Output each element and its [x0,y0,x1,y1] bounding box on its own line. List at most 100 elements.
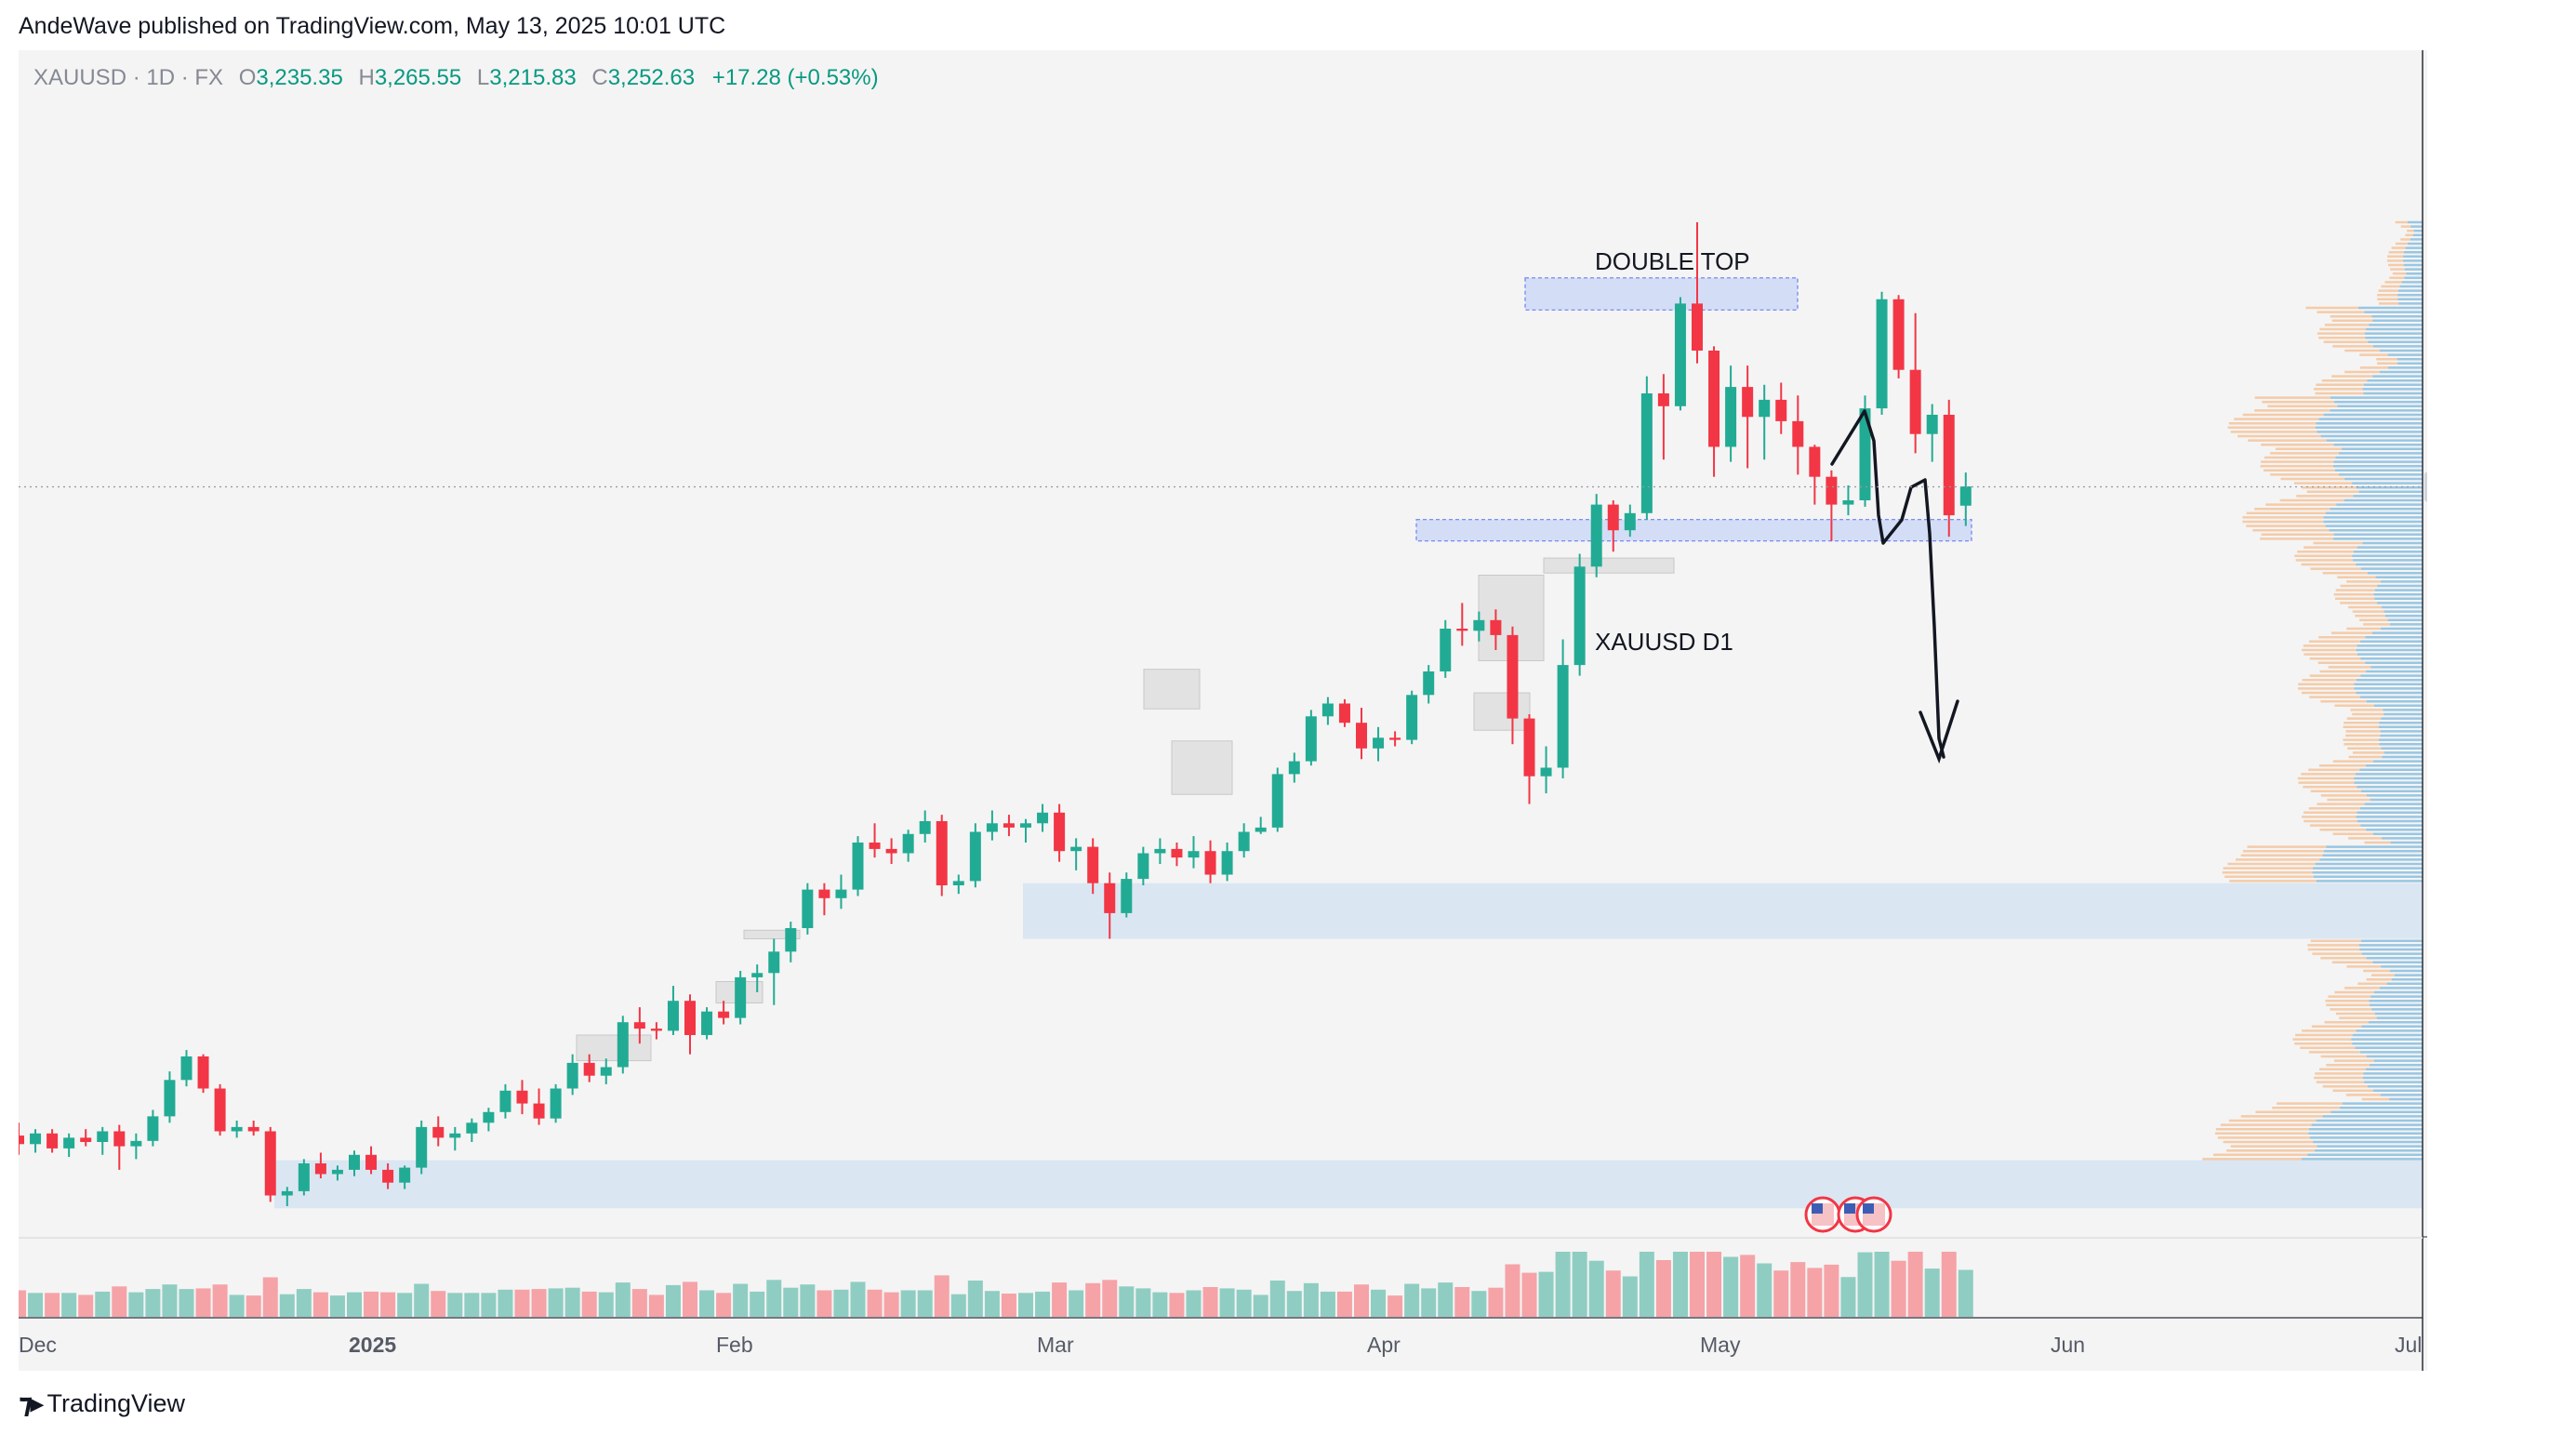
candle[interactable] [869,823,881,858]
candle[interactable] [331,1165,343,1181]
candle[interactable] [1238,823,1250,858]
candle[interactable] [1809,445,1821,505]
candle[interactable] [46,1129,59,1153]
candle[interactable] [399,1165,411,1189]
candle[interactable] [1775,382,1787,434]
candle[interactable] [1305,710,1317,766]
candle[interactable] [19,1122,24,1155]
candle[interactable] [986,810,998,841]
candle[interactable] [449,1126,461,1151]
chart-area[interactable]: DOUBLE TOP XAUUSD D1 2,600.002,700.002,80… [19,50,2427,1371]
candle[interactable] [499,1083,511,1119]
candle[interactable] [1003,815,1015,837]
candle[interactable] [180,1050,193,1087]
candle[interactable] [1171,843,1183,867]
candle[interactable] [130,1133,142,1160]
candle[interactable] [667,986,679,1035]
candle[interactable] [1490,609,1502,650]
candle[interactable] [735,971,747,1025]
candle[interactable] [1188,836,1200,869]
candles[interactable] [19,222,1972,1206]
candle[interactable] [550,1083,562,1123]
candle[interactable] [1759,384,1771,460]
candle[interactable] [1876,291,1888,415]
candle[interactable] [164,1071,176,1123]
candle[interactable] [1692,222,1703,364]
candle[interactable] [483,1108,495,1132]
candle[interactable] [785,922,797,963]
candle[interactable] [1440,619,1452,678]
candle[interactable] [80,1129,92,1147]
candle[interactable] [1624,504,1636,538]
candle[interactable] [1037,803,1049,832]
candle[interactable] [1054,803,1066,862]
candle[interactable] [566,1054,578,1095]
symbol-label[interactable]: XAUUSD · 1D · FX [33,65,224,90]
candle[interactable] [365,1146,378,1175]
candle[interactable] [650,1022,662,1040]
candle[interactable] [1657,374,1669,460]
candle[interactable] [768,938,780,1005]
candle[interactable] [600,1058,612,1084]
candle[interactable] [1338,698,1350,727]
candle[interactable] [718,1001,730,1025]
candle[interactable] [1321,697,1334,725]
candle[interactable] [1255,817,1267,834]
candle[interactable] [1573,553,1586,676]
price-chart[interactable]: DOUBLE TOP XAUUSD D1 2,600.002,700.002,80… [19,50,2427,1371]
candle[interactable] [1373,726,1385,762]
candle[interactable] [1826,470,1838,541]
candle[interactable] [751,964,764,992]
candle[interactable] [835,874,847,910]
candle[interactable] [264,1126,276,1202]
candle[interactable] [1590,494,1602,578]
candle[interactable] [936,815,948,896]
candle[interactable] [1640,376,1653,520]
candle[interactable] [1842,485,1854,516]
candle[interactable] [1507,626,1519,745]
candle[interactable] [701,1007,713,1040]
candle[interactable] [247,1121,259,1136]
candle[interactable] [231,1121,243,1138]
candle[interactable] [1742,365,1754,469]
candle[interactable] [1943,399,1955,538]
candle[interactable] [1708,346,1720,477]
candle[interactable] [432,1116,445,1147]
candle[interactable] [1104,872,1116,939]
candle[interactable] [281,1187,293,1206]
candle[interactable] [298,1159,310,1196]
us-flag-event-icon[interactable] [1855,1196,1892,1233]
candle[interactable] [617,1016,629,1074]
candle[interactable] [1121,872,1133,918]
candle[interactable] [1557,639,1569,779]
candle[interactable] [1204,840,1216,883]
us-flag-event-icon[interactable] [1804,1196,1841,1233]
candle[interactable] [1607,500,1619,552]
candle[interactable] [1020,818,1031,843]
candle[interactable] [902,830,914,862]
candle[interactable] [952,874,964,895]
candle[interactable] [1137,846,1149,885]
candle[interactable] [818,883,830,916]
candle[interactable] [1221,843,1233,882]
candle[interactable] [1892,295,1905,378]
candle[interactable] [1070,838,1082,870]
candle[interactable] [684,994,696,1055]
candle[interactable] [533,1088,545,1125]
candle[interactable] [919,810,931,843]
candle[interactable] [1389,731,1401,747]
candle[interactable] [516,1080,528,1115]
candle[interactable] [416,1121,428,1175]
candle[interactable] [382,1163,394,1189]
candle[interactable] [63,1133,75,1158]
candle[interactable] [214,1083,226,1136]
candle[interactable] [802,883,814,935]
candle[interactable] [1725,365,1737,462]
candle[interactable] [1154,838,1166,864]
candle[interactable] [583,1054,595,1082]
candle[interactable] [852,836,864,896]
candle[interactable] [1540,746,1552,794]
candle[interactable] [1909,312,1921,454]
candle[interactable] [1406,690,1418,745]
candle[interactable] [1271,767,1283,832]
